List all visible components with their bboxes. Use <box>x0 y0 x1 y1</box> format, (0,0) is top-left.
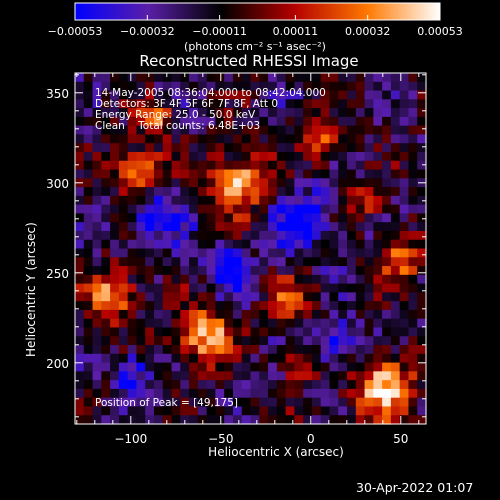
annotation-total-counts: Total counts: 6.48E+03 <box>138 120 261 132</box>
x-tick-label: 50 <box>393 432 408 446</box>
annotation-detectors: Detectors: 3F 4F 5F 6F 7F 8F, Att 0 <box>95 98 279 110</box>
annotation-clean-row: Clean Total counts: 6.48E+03 <box>95 121 326 132</box>
y-tick-label: 250 <box>46 267 69 281</box>
annotation-energy: Energy Range: 25.0 - 50.0 keV <box>95 109 256 121</box>
y-axis-label: Heliocentric Y (arcsec) <box>24 222 38 357</box>
annotation-peak: Position of Peak = [49,175] <box>95 397 239 409</box>
annotation-time-range: 14-May-2005 08:36:04.000 to 08:42:04.000 <box>95 87 326 99</box>
x-tick-label: 0 <box>307 432 315 446</box>
colorbar: −0.00053 −0.00032 −0.00011 0.00011 0.00032 0.… <box>48 2 463 38</box>
colorbar-gradient <box>74 2 441 21</box>
colorbar-units: (photons cm⁻² s⁻¹ asec⁻²) <box>184 40 326 53</box>
heatmap-image <box>75 73 427 425</box>
colorbar-tick-label: −0.00053 <box>48 25 103 38</box>
x-axis-label: Heliocentric X (arcsec) <box>208 445 344 459</box>
chart-title: Reconstructed RHESSI Image <box>139 52 359 70</box>
y-tick-label: 200 <box>46 357 69 371</box>
annotation-clean: Clean <box>95 120 125 132</box>
colorbar-tick-label: 0.00053 <box>417 25 463 38</box>
annotation-block: 14-May-2005 08:36:04.000 to 08:42:04.000… <box>95 88 326 132</box>
colorbar-tick-label: −0.00011 <box>192 25 247 38</box>
footer-timestamp: 30-Apr-2022 01:07 <box>356 480 474 495</box>
y-tick-label: 300 <box>46 177 69 191</box>
x-tick-label: −50 <box>208 432 233 446</box>
y-tick-label: 350 <box>46 87 69 101</box>
colorbar-tick-label: −0.00032 <box>120 25 175 38</box>
x-tick-label: −100 <box>114 432 147 446</box>
colorbar-tick-label: 0.00011 <box>273 25 319 38</box>
plot-frame <box>74 72 427 425</box>
colorbar-tick-label: 0.00032 <box>345 25 391 38</box>
